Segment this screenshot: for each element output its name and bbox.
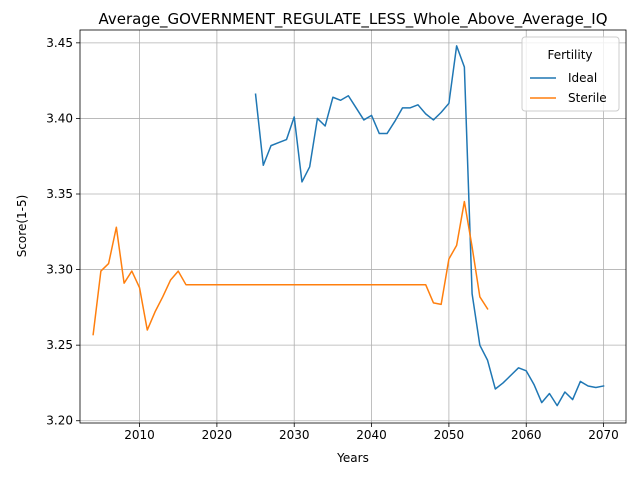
series-line-ideal <box>254 45 605 407</box>
y-tick-label: 3.40 <box>46 111 73 125</box>
series-line-sterile <box>92 200 489 336</box>
x-tick-label: 2070 <box>588 428 619 442</box>
y-axis-label: Score(1-5) <box>15 195 29 258</box>
x-tick-label: 2030 <box>279 428 310 442</box>
y-tick-label: 3.20 <box>46 414 73 428</box>
x-tick-label: 2020 <box>202 428 233 442</box>
chart-title: Average_GOVERNMENT_REGULATE_LESS_Whole_A… <box>98 10 607 29</box>
y-tick-label: 3.30 <box>46 263 73 277</box>
y-tick-label: 3.45 <box>46 36 73 50</box>
plot-area-frame <box>79 29 627 424</box>
legend-label-ideal: Ideal <box>568 71 597 85</box>
x-tick-label: 2010 <box>124 428 155 442</box>
x-tick-label: 2060 <box>511 428 542 442</box>
legend-label-sterile: Sterile <box>568 91 607 105</box>
y-tick-label: 3.35 <box>46 187 73 201</box>
grid-lines <box>80 30 626 423</box>
legend: Fertility Ideal Sterile <box>521 36 620 112</box>
x-tick-label: 2050 <box>434 428 465 442</box>
x-axis-label: Years <box>336 451 369 465</box>
legend-box <box>521 36 620 112</box>
series-lines <box>92 45 605 407</box>
axis-ticks: 2010 2020 2030 2040 2050 2060 2070 3.20 3.25 3.30… <box>46 36 619 442</box>
y-tick-label: 3.25 <box>46 338 73 352</box>
x-tick-label: 2040 <box>356 428 387 442</box>
legend-title: Fertility <box>547 48 592 62</box>
